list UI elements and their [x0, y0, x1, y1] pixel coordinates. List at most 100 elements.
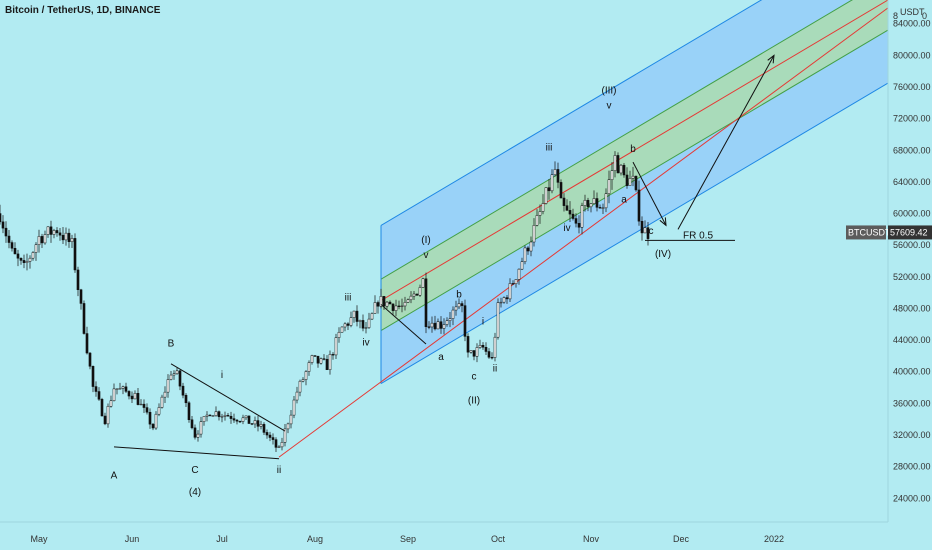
- candle-up: [280, 442, 284, 448]
- candle-down: [217, 411, 221, 418]
- wave-label: A: [111, 471, 118, 482]
- candle-down: [145, 407, 149, 413]
- candle-up: [538, 211, 542, 216]
- candle-up: [25, 261, 29, 263]
- candle-down: [58, 232, 62, 236]
- candle-down: [235, 419, 239, 422]
- candle-down: [640, 220, 644, 234]
- candle-down: [1, 221, 5, 229]
- candle-down: [376, 302, 380, 307]
- candle-up: [172, 373, 176, 376]
- candle-up: [532, 225, 536, 243]
- candle-up: [412, 293, 416, 297]
- candle-up: [517, 268, 521, 280]
- wave-label: v: [424, 250, 429, 261]
- wave-label: v: [607, 100, 612, 111]
- candle-down: [268, 434, 272, 438]
- time-axis: [0, 522, 932, 550]
- candle-up: [619, 164, 623, 174]
- symbol-tag: BTCUSDT: [848, 227, 891, 237]
- candle-down: [88, 352, 92, 367]
- candle-down: [577, 223, 581, 228]
- candle-up: [157, 407, 161, 415]
- candle-down: [10, 242, 14, 249]
- candle-down: [397, 305, 401, 307]
- candle-up: [469, 350, 473, 353]
- candle-down: [40, 236, 44, 244]
- candle-up: [373, 302, 377, 314]
- wave-label: a: [438, 352, 444, 363]
- candle-down: [556, 169, 560, 183]
- candle-up: [166, 379, 170, 393]
- candle-up: [205, 414, 209, 417]
- price-tick-label: 72000.00: [893, 114, 931, 124]
- candle-down: [178, 370, 182, 387]
- candle-up: [502, 297, 506, 303]
- candle-down: [247, 415, 251, 424]
- channel-line-outer-upper: [380, 0, 763, 226]
- candle-down: [574, 218, 578, 224]
- candle-up: [604, 193, 608, 209]
- last-price-tag: BTCUSDT 57609.42: [846, 225, 932, 240]
- price-tick-label: 68000.00: [893, 145, 931, 155]
- time-tick-label: Sep: [400, 534, 416, 544]
- candle-down: [94, 386, 98, 392]
- candle-up: [367, 318, 371, 328]
- candle-down: [391, 303, 395, 311]
- candle-up: [454, 306, 458, 311]
- candle-up: [430, 322, 434, 328]
- candle-up: [292, 399, 296, 416]
- candle-down: [55, 230, 59, 234]
- candle-down: [187, 402, 191, 421]
- candle-down: [547, 187, 551, 192]
- candle-up: [328, 354, 332, 370]
- last-price-label: 57609.42: [890, 227, 928, 237]
- time-tick-label: May: [30, 534, 48, 544]
- channel-line-median: [380, 0, 889, 301]
- fr-label: FR 0.5: [683, 230, 713, 241]
- last-price-bg: [888, 225, 932, 240]
- candle-down: [463, 305, 467, 337]
- candle-up: [364, 327, 368, 329]
- price-tick-label: 48000.00: [893, 303, 931, 313]
- candle-up: [34, 244, 38, 253]
- candle-down: [346, 323, 350, 326]
- trendline-3: [380, 304, 427, 345]
- time-tick-label: Oct: [491, 534, 506, 544]
- price-tick-label: 40000.00: [893, 367, 931, 377]
- candle-down: [568, 210, 572, 215]
- candle-up: [379, 296, 383, 307]
- candle-down: [85, 333, 89, 354]
- chart-title: Bitcoin / TetherUS, 1D, BINANCE: [5, 5, 161, 16]
- candle-down: [262, 424, 266, 433]
- candle-down: [76, 269, 80, 290]
- price-tick-label: 60000.00: [893, 209, 931, 219]
- candle-up: [121, 386, 125, 389]
- wave-label: iv: [362, 338, 369, 349]
- candle-down: [238, 420, 242, 423]
- wave-label: b: [456, 289, 462, 300]
- candle-down: [313, 355, 317, 357]
- price-tick-label: 24000.00: [893, 493, 931, 503]
- wave-label: a: [621, 194, 627, 205]
- wave-label: (IV): [655, 249, 671, 260]
- candle-down: [67, 232, 71, 243]
- candle-down: [562, 197, 566, 206]
- wave-label: c: [472, 372, 477, 383]
- median-line: [278, 7, 889, 458]
- candle-down: [148, 411, 152, 425]
- candle-up: [343, 323, 347, 328]
- candle-down: [625, 174, 629, 186]
- candle-up: [37, 236, 41, 245]
- price-tick-label: 64000.00: [893, 177, 931, 187]
- candle-down: [226, 415, 230, 417]
- candle-down: [130, 395, 134, 400]
- candle-up: [223, 415, 227, 417]
- candle-up: [154, 413, 158, 429]
- candle-down: [331, 354, 335, 356]
- wave-label: ii: [277, 465, 281, 476]
- candle-up: [493, 336, 497, 358]
- candle-down: [73, 238, 77, 271]
- candle-down: [271, 437, 275, 440]
